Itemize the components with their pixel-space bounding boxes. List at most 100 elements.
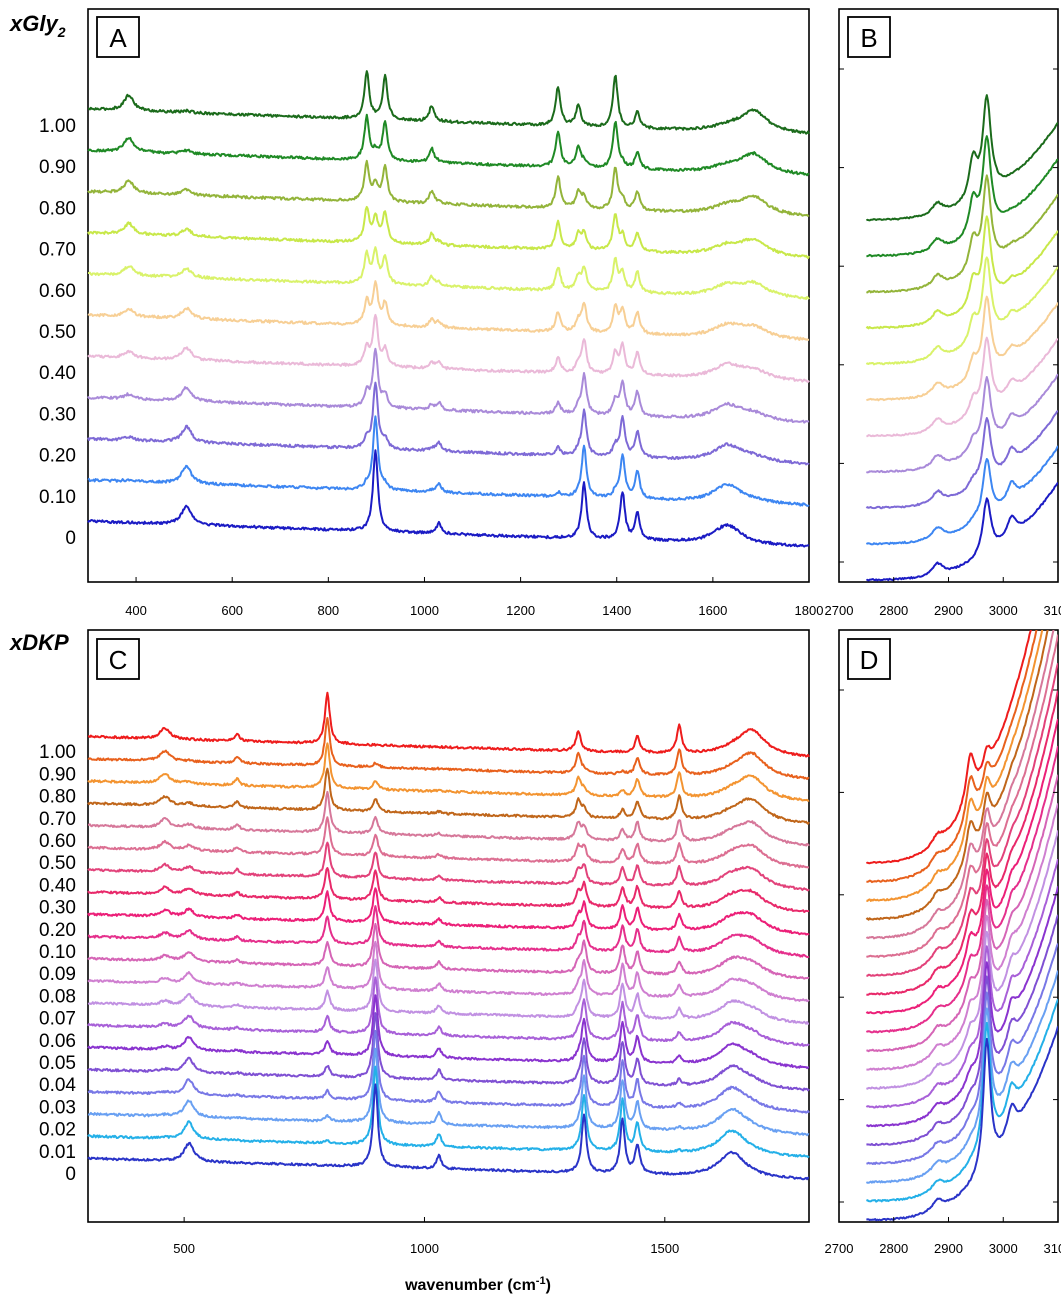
panel-d-trace-19 bbox=[866, 1026, 1058, 1222]
panel-b-xtick-label: 2900 bbox=[934, 603, 963, 618]
panel-d-xtick-label: 2700 bbox=[825, 1241, 854, 1256]
panel-a-badge bbox=[96, 16, 140, 58]
panel-d-trace-5 bbox=[866, 634, 1058, 959]
panel-b-xtick-label: 3000 bbox=[989, 603, 1018, 618]
panel-a-xtick-label: 400 bbox=[125, 603, 147, 618]
panel-c-concentration-label: 0.01 bbox=[39, 1142, 76, 1163]
panel-b-letter: B bbox=[860, 23, 877, 53]
panel-d-trace-17 bbox=[865, 970, 1058, 1184]
panel-c-trace-19 bbox=[87, 1083, 809, 1181]
panel-d-trace-0 bbox=[866, 630, 1032, 865]
panel-d-trace-4 bbox=[865, 630, 1055, 940]
panel-d-trace-8 bbox=[865, 718, 1058, 1015]
panel-c-trace-6 bbox=[87, 841, 810, 892]
panel-c-concentration-label: 0.09 bbox=[39, 964, 76, 985]
panel-c-concentration-label: 0.03 bbox=[39, 1097, 76, 1118]
panel-b-xtick-label: 3100 bbox=[1044, 603, 1061, 618]
panel-a-xtick-label: 800 bbox=[317, 603, 339, 618]
panel-a-concentration-labels: 1.00 0.90 0.80 0.70 0.60 0.50 0.40 0.30 0.20 0.10… bbox=[39, 116, 76, 549]
panel-a-concentration-label: 1.00 bbox=[39, 116, 76, 137]
panel-b-xtick-label: 2800 bbox=[879, 603, 908, 618]
panel-a-trace-7 bbox=[87, 347, 810, 424]
panel-c-trace-15 bbox=[87, 1012, 810, 1092]
panel-c-trace-17 bbox=[87, 1047, 810, 1137]
panel-d-trace-1 bbox=[866, 630, 1038, 884]
panel-a-xtick-label: 1200 bbox=[506, 603, 535, 618]
panel-c-trace-14 bbox=[87, 994, 810, 1070]
panel-c-trace-0 bbox=[87, 691, 810, 758]
panel-c-trace-12 bbox=[87, 958, 810, 1025]
panel-b-trace-1 bbox=[866, 135, 1058, 258]
panel-d-trace-12 bbox=[865, 830, 1058, 1090]
panel-b-trace-5 bbox=[866, 295, 1058, 402]
panel-c-variable-title: xDKP bbox=[9, 630, 69, 655]
panel-a-concentration-label: 0.20 bbox=[39, 446, 76, 467]
panel-a-trace-9 bbox=[87, 415, 810, 507]
panel-c-frame bbox=[87, 629, 810, 1223]
panel-a-traces bbox=[87, 70, 810, 548]
panel-c-concentration-label: 0.40 bbox=[39, 875, 76, 896]
panel-d-trace-15 bbox=[866, 914, 1058, 1147]
panel-d-xtick-label: 3100 bbox=[1044, 1241, 1061, 1256]
panel-a-xtick-label: 1400 bbox=[602, 603, 631, 618]
panel-c-concentration-label: 0.08 bbox=[39, 986, 76, 1007]
panel-c-concentration-label: 0 bbox=[65, 1164, 76, 1185]
panel-d-axis: 2700 2800 2900 3000 3100 bbox=[825, 689, 1061, 1256]
x-axis-title-main: wavenumber (cm bbox=[404, 1277, 536, 1294]
panel-a-concentration-label: 0.70 bbox=[39, 240, 76, 261]
panel-d-badge bbox=[847, 638, 891, 680]
panel-c-concentration-label: 0.02 bbox=[39, 1120, 76, 1141]
panel-c-trace-3 bbox=[87, 767, 810, 825]
panel-a-concentration-label: 0.30 bbox=[39, 404, 76, 425]
panel-c-xtick-label: 500 bbox=[173, 1241, 195, 1256]
panel-a-xtick-label: 1600 bbox=[698, 603, 727, 618]
panel-c-trace-16 bbox=[87, 1029, 810, 1114]
panel-c-trace-13 bbox=[87, 976, 810, 1047]
panel-c-concentration-label: 0.07 bbox=[39, 1009, 76, 1030]
panel-d-xtick-label: 2900 bbox=[934, 1241, 963, 1256]
panel-c-trace-9 bbox=[87, 905, 810, 959]
panel-d-trace-10 bbox=[866, 774, 1058, 1053]
panel-a-trace-8 bbox=[87, 381, 810, 466]
panel-a-concentration-label: 0.10 bbox=[39, 487, 76, 508]
panel-c-trace-7 bbox=[87, 867, 810, 913]
panel-d-trace-6 bbox=[866, 662, 1058, 977]
panel-a-trace-0 bbox=[87, 70, 810, 135]
panel-a-trace-6 bbox=[87, 313, 810, 383]
panel-c-xtick-label: 1500 bbox=[650, 1241, 679, 1256]
panel-a-concentration-label: 0 bbox=[65, 528, 76, 549]
panel-c-concentration-label: 0.30 bbox=[39, 898, 76, 919]
panel-d-traces bbox=[865, 630, 1058, 1222]
panel-c-concentration-label: 0.70 bbox=[39, 809, 76, 830]
panel-b-traces bbox=[865, 94, 1058, 582]
panel-a-concentration-label: 0.60 bbox=[39, 281, 76, 302]
panel-c-xtick-label: 1000 bbox=[410, 1241, 439, 1256]
panel-b-trace-0 bbox=[866, 94, 1058, 222]
panel-d-trace-14 bbox=[865, 886, 1058, 1128]
panel-c-trace-18 bbox=[87, 1065, 810, 1158]
panel-c-trace-1 bbox=[87, 717, 810, 780]
x-axis-title-sup: -1 bbox=[536, 1275, 546, 1287]
panel-a-trace-2 bbox=[87, 159, 810, 217]
panel-b-trace-8 bbox=[865, 410, 1058, 510]
panel-b-trace-7 bbox=[866, 373, 1058, 474]
panel-d-xtick-label: 2800 bbox=[879, 1241, 908, 1256]
panel-b-trace-9 bbox=[865, 445, 1058, 546]
panel-c-concentration-label: 1.00 bbox=[39, 742, 76, 763]
panel-b-trace-3 bbox=[865, 215, 1058, 330]
panel-d-trace-2 bbox=[866, 630, 1044, 902]
panel-c-concentration-label: 0.06 bbox=[39, 1031, 76, 1052]
panel-c-axis: 500 1000 1500 bbox=[173, 1217, 679, 1256]
panel-c-concentration-label: 0.50 bbox=[39, 853, 76, 874]
panel-d-xtick-label: 3000 bbox=[989, 1241, 1018, 1256]
panel-b-trace-2 bbox=[866, 174, 1058, 294]
panel-a-axis: 400 600 800 1000 1200 1400 1600 1800 bbox=[125, 577, 823, 618]
panel-d-trace-13 bbox=[865, 858, 1058, 1109]
panel-a-xtick-label: 1800 bbox=[795, 603, 824, 618]
panel-c-traces bbox=[87, 691, 810, 1181]
panel-c-trace-5 bbox=[87, 816, 810, 869]
panel-b-trace-6 bbox=[866, 336, 1058, 438]
gly-label: xGly bbox=[9, 11, 59, 36]
panel-a-letter: A bbox=[109, 23, 127, 53]
